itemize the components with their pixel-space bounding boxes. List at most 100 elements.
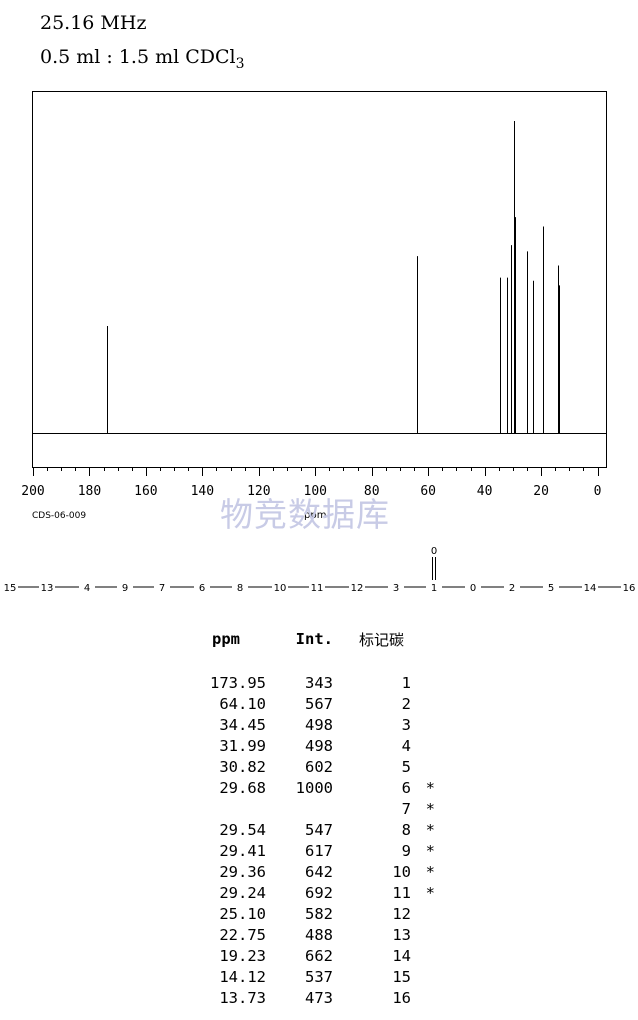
x-axis-ticks	[33, 467, 599, 476]
atom-label-13: 13	[41, 583, 54, 594]
cell-int: 662	[305, 946, 333, 965]
cell-int: 537	[305, 967, 333, 986]
cell-c: 2	[401, 694, 411, 713]
cell-int: 473	[305, 988, 333, 1007]
cell-int: 582	[305, 904, 333, 923]
cell-c: 16	[392, 988, 411, 1007]
cell-int: 602	[305, 757, 333, 776]
peaks	[107, 121, 560, 433]
cell-star: *	[425, 841, 435, 860]
cell-star	[411, 903, 435, 924]
cell-star: *	[425, 778, 435, 797]
cell-c: 3	[401, 715, 411, 734]
table-row: 29.36 642 10 *	[196, 861, 435, 882]
cell-ppm	[196, 798, 266, 819]
tick-label-180: 180	[78, 484, 101, 499]
spectrum-code: CDS-06-009	[32, 511, 87, 521]
cell-int: 692	[305, 883, 333, 902]
atom-label-0: 0	[470, 583, 476, 594]
oxygen-label: 0	[431, 546, 437, 557]
table-row: 29.68 1000 6 *	[196, 777, 435, 798]
atom-label-9: 9	[122, 583, 128, 594]
header-int: Int.	[295, 630, 333, 648]
cell-ppm: 34.45	[219, 715, 266, 734]
cell-ppm: 29.24	[219, 883, 266, 902]
table-row: 30.82 602 5	[196, 756, 435, 777]
cell-int: 498	[305, 736, 333, 755]
atom-label-10: 10	[274, 583, 287, 594]
cell-c: 10	[392, 862, 411, 881]
tick-label-40: 40	[477, 484, 493, 499]
table-row: 22.75 488 13	[196, 924, 435, 945]
cell-star	[411, 714, 435, 735]
atom-label-14: 14	[584, 583, 597, 594]
atom-label-8: 8	[237, 583, 243, 594]
tick-label-160: 160	[134, 484, 157, 499]
cell-int: 547	[305, 820, 333, 839]
cell-ppm: 31.99	[219, 736, 266, 755]
cell-star	[411, 924, 435, 945]
cell-star: *	[425, 862, 435, 881]
spectrometer-frequency: 25.16 MHz	[40, 12, 147, 34]
plot-frame	[32, 91, 607, 468]
tick-label-0: 0	[594, 484, 602, 499]
solvent-label: 0.5 ml : 1.5 ml CDCl3	[40, 46, 245, 72]
cell-ppm: 14.12	[219, 967, 266, 986]
watermark: 物竞数据库	[220, 495, 390, 534]
cell-c: 9	[401, 841, 411, 860]
cell-int	[266, 798, 333, 819]
x-axis-tick-labels: 200 180 160 140 120 100 80 60 40 20 0	[21, 484, 601, 499]
tick-label-60: 60	[420, 484, 436, 499]
tick-label-120: 120	[247, 484, 270, 499]
cell-star: *	[425, 883, 435, 902]
cell-ppm: 64.10	[219, 694, 266, 713]
cell-ppm: 29.41	[219, 841, 266, 860]
cell-ppm: 29.36	[219, 862, 266, 881]
cell-int: 567	[305, 694, 333, 713]
x-axis-label: ppm	[304, 510, 327, 521]
table-row: 29.54 547 8 *	[196, 819, 435, 840]
table-row: 29.41 617 9 *	[196, 840, 435, 861]
cell-c: 11	[392, 883, 411, 902]
table-row: 31.99 498 4	[196, 735, 435, 756]
atom-label-12: 12	[351, 583, 364, 594]
tick-label-200: 200	[21, 484, 44, 499]
cell-star: *	[425, 799, 435, 818]
atom-label-16: 16	[623, 583, 636, 594]
table-row: 19.23 662 14	[196, 945, 435, 966]
cell-int: 642	[305, 862, 333, 881]
cell-ppm: 29.54	[219, 820, 266, 839]
cell-c: 12	[392, 904, 411, 923]
structure-diagram: 15 13 4 9 7 6 8 10 11 12 3 1 0 2 5 14 160	[4, 546, 636, 594]
table-row: 34.45 498 3	[196, 714, 435, 735]
nmr-spectrum-chart: 200 180 160 140 120 100 80 60 40 20 0	[21, 91, 607, 499]
cell-star	[411, 966, 435, 987]
cell-star	[411, 987, 435, 1008]
cell-c: 4	[401, 736, 411, 755]
cell-c: 5	[401, 757, 411, 776]
table-row: 14.12 537 15	[196, 966, 435, 987]
peak-table: ppm Int. 标记碳 173.95 343 1 64.10 567 2 34.45 498…	[196, 626, 435, 1008]
cell-ppm: 29.68	[219, 778, 266, 797]
atom-label-1: 1	[431, 583, 437, 594]
cell-star	[411, 756, 435, 777]
cell-ppm: 13.73	[219, 988, 266, 1007]
header-ppm: ppm	[212, 630, 240, 648]
atom-label-3: 3	[393, 583, 399, 594]
cell-ppm: 19.23	[219, 946, 266, 965]
solvent-text: 0.5 ml : 1.5 ml CDCl	[40, 46, 236, 68]
cell-c: 15	[392, 967, 411, 986]
atom-label-15: 15	[4, 583, 17, 594]
cell-star	[411, 945, 435, 966]
atom-label-6: 6	[199, 583, 205, 594]
tick-label-140: 140	[191, 484, 214, 499]
cell-c: 14	[392, 946, 411, 965]
atom-label-7: 7	[159, 583, 165, 594]
cell-ppm: 30.82	[219, 757, 266, 776]
table-row: 25.10 582 12	[196, 903, 435, 924]
atom-label-2: 2	[509, 583, 515, 594]
header-carbon: 标记碳	[359, 630, 405, 649]
cell-int: 617	[305, 841, 333, 860]
tick-label-20: 20	[533, 484, 549, 499]
table-row: 29.24 692 11 *	[196, 882, 435, 903]
